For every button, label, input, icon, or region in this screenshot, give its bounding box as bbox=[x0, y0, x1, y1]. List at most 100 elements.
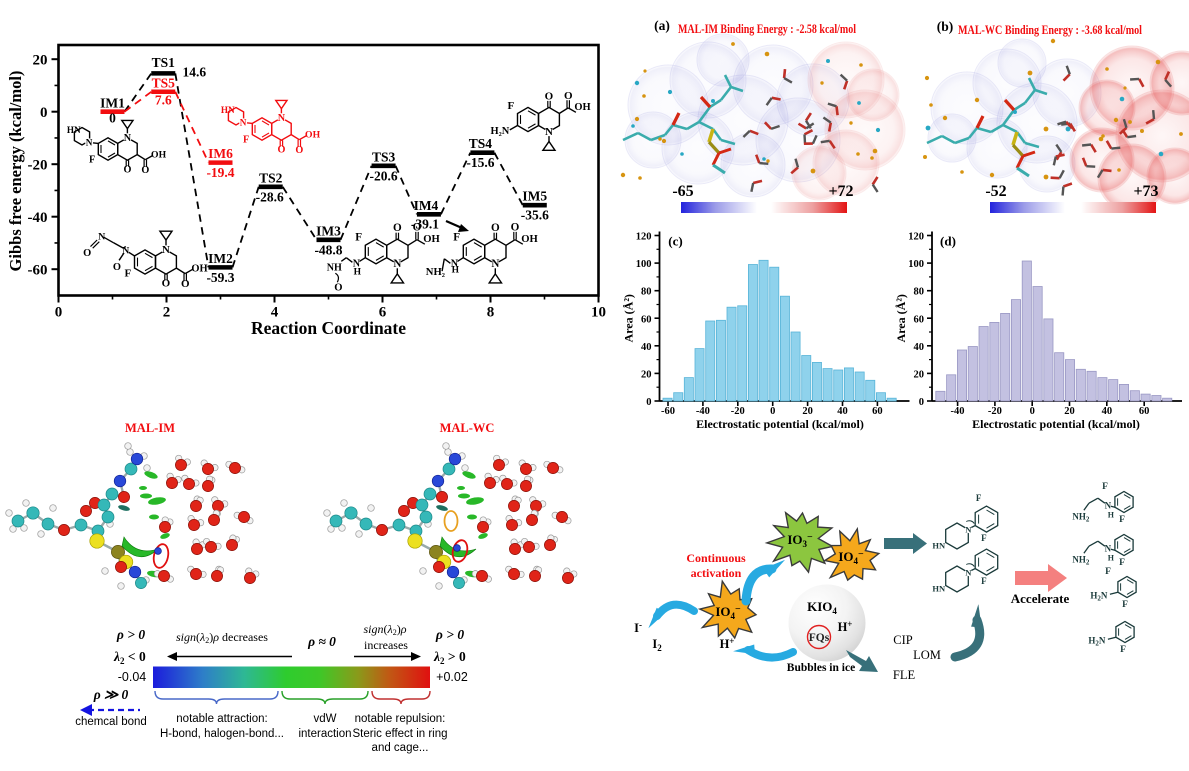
svg-text:N: N bbox=[545, 126, 553, 138]
svg-text:N: N bbox=[393, 258, 401, 270]
svg-text:H: H bbox=[1108, 553, 1115, 562]
svg-text:N: N bbox=[1105, 500, 1112, 510]
svg-text:Electrostatic potential (kcal/: Electrostatic potential (kcal/mol) bbox=[696, 417, 864, 431]
svg-text:Steric effect in ring: Steric effect in ring bbox=[352, 728, 447, 740]
svg-text:F: F bbox=[981, 576, 987, 586]
svg-text:MAL-IM: MAL-IM bbox=[125, 421, 175, 435]
svg-text:TS4: TS4 bbox=[469, 136, 493, 151]
svg-text:F: F bbox=[1120, 645, 1126, 655]
svg-text:notable attraction:: notable attraction: bbox=[176, 713, 267, 725]
svg-text:TS3: TS3 bbox=[372, 149, 396, 164]
svg-text:Bubbles in ice: Bubbles in ice bbox=[787, 662, 855, 674]
svg-text:60: 60 bbox=[914, 314, 925, 325]
svg-text:N: N bbox=[86, 137, 93, 147]
svg-text:N: N bbox=[491, 258, 499, 270]
svg-text:10: 10 bbox=[591, 305, 606, 321]
svg-text:7.6: 7.6 bbox=[155, 92, 172, 107]
svg-text:60: 60 bbox=[872, 406, 883, 417]
svg-text:(b): (b) bbox=[937, 19, 954, 34]
svg-text:N: N bbox=[353, 258, 361, 269]
svg-text:14.6: 14.6 bbox=[182, 64, 206, 79]
svg-text:NH₂: NH₂ bbox=[426, 267, 445, 278]
svg-text:N: N bbox=[965, 525, 972, 535]
svg-text:OH: OH bbox=[423, 234, 440, 245]
svg-text:-39.1: -39.1 bbox=[411, 216, 439, 231]
svg-text:O: O bbox=[113, 262, 121, 273]
svg-text:0: 0 bbox=[40, 105, 48, 121]
svg-text:Reaction Coordinate: Reaction Coordinate bbox=[251, 318, 406, 338]
svg-text:-48.8: -48.8 bbox=[314, 242, 342, 257]
svg-text:O: O bbox=[545, 90, 554, 102]
svg-text:F: F bbox=[89, 155, 95, 166]
svg-text:F: F bbox=[243, 135, 249, 146]
svg-text:sign(λ2)ρ: sign(λ2)ρ bbox=[364, 622, 407, 637]
svg-text:20: 20 bbox=[914, 369, 925, 380]
svg-text:activation: activation bbox=[691, 566, 742, 580]
svg-text:MAL-WC: MAL-WC bbox=[440, 421, 495, 435]
svg-text:NH2: NH2 bbox=[1072, 511, 1090, 523]
svg-text:+0.02: +0.02 bbox=[436, 670, 468, 684]
svg-text:40: 40 bbox=[1102, 406, 1113, 417]
svg-text:-19.4: -19.4 bbox=[206, 165, 234, 180]
svg-text:-20: -20 bbox=[28, 158, 48, 174]
svg-text:F: F bbox=[508, 100, 515, 112]
svg-text:40: 40 bbox=[914, 342, 925, 353]
svg-text:N: N bbox=[124, 133, 132, 144]
svg-text:KIO4: KIO4 bbox=[807, 599, 837, 616]
svg-text:O: O bbox=[564, 90, 573, 102]
svg-text:FQs: FQs bbox=[809, 632, 830, 644]
svg-text:H: H bbox=[354, 267, 362, 277]
svg-text:-40: -40 bbox=[696, 406, 710, 417]
svg-text:H: H bbox=[1108, 510, 1115, 519]
svg-text:O: O bbox=[141, 165, 149, 176]
svg-text:IM5: IM5 bbox=[522, 189, 547, 204]
svg-text:N: N bbox=[451, 258, 459, 269]
svg-text:Area (Å²): Area (Å²) bbox=[622, 294, 636, 342]
svg-text:60: 60 bbox=[641, 314, 652, 325]
svg-text:80: 80 bbox=[914, 287, 925, 298]
svg-text:60: 60 bbox=[1139, 406, 1150, 417]
svg-text:O: O bbox=[181, 278, 190, 290]
svg-text:N: N bbox=[162, 244, 170, 256]
svg-text:2: 2 bbox=[163, 305, 171, 321]
svg-text:Area (Å²): Area (Å²) bbox=[894, 294, 908, 342]
svg-text:-40: -40 bbox=[28, 210, 48, 226]
svg-text:IO3−: IO3− bbox=[787, 532, 813, 549]
svg-text:OH: OH bbox=[191, 263, 207, 274]
svg-text:ρ > 0: ρ > 0 bbox=[116, 627, 145, 642]
svg-text:-20: -20 bbox=[731, 406, 745, 417]
svg-text:NH2: NH2 bbox=[1072, 554, 1090, 566]
svg-text:NH: NH bbox=[327, 262, 342, 273]
svg-text:0: 0 bbox=[1030, 406, 1035, 417]
svg-text:O: O bbox=[393, 222, 402, 234]
svg-text:IO4−: IO4− bbox=[838, 549, 864, 566]
svg-text:N: N bbox=[278, 113, 286, 124]
svg-text:vdW: vdW bbox=[314, 713, 337, 725]
svg-text:+72: +72 bbox=[828, 183, 853, 200]
svg-text:λ2 < 0: λ2 < 0 bbox=[113, 649, 146, 666]
svg-text:0: 0 bbox=[770, 406, 775, 417]
svg-text:MAL-WC Binding Energy : -3.68: MAL-WC Binding Energy : -3.68 kcal/mol bbox=[958, 23, 1142, 37]
svg-text:ρ ≫ 0: ρ ≫ 0 bbox=[93, 687, 129, 702]
svg-text:I2: I2 bbox=[652, 637, 662, 653]
svg-text:120: 120 bbox=[636, 232, 652, 243]
svg-text:O: O bbox=[491, 222, 500, 234]
svg-text:20: 20 bbox=[33, 53, 48, 69]
svg-text:20: 20 bbox=[802, 406, 813, 417]
svg-text:OH: OH bbox=[151, 150, 167, 161]
svg-text:F: F bbox=[976, 493, 982, 503]
svg-text:F: F bbox=[1102, 482, 1108, 492]
svg-text:-52: -52 bbox=[985, 183, 1006, 200]
svg-text:IM6: IM6 bbox=[208, 146, 233, 161]
svg-text:F: F bbox=[1122, 600, 1128, 610]
svg-text:F: F bbox=[355, 232, 362, 244]
svg-text:-65: -65 bbox=[672, 183, 693, 200]
svg-text:HN: HN bbox=[221, 105, 235, 115]
svg-text:H: H bbox=[452, 265, 460, 275]
svg-text:increases: increases bbox=[364, 638, 408, 652]
svg-text:Accelerate: Accelerate bbox=[1011, 591, 1070, 606]
svg-text:HN: HN bbox=[932, 541, 946, 551]
svg-text:MAL-IM Binding Energy : -2.58: MAL-IM Binding Energy : -2.58 kcal/mol bbox=[678, 22, 856, 36]
svg-text:OH: OH bbox=[521, 234, 538, 245]
svg-text:F: F bbox=[1119, 558, 1125, 568]
